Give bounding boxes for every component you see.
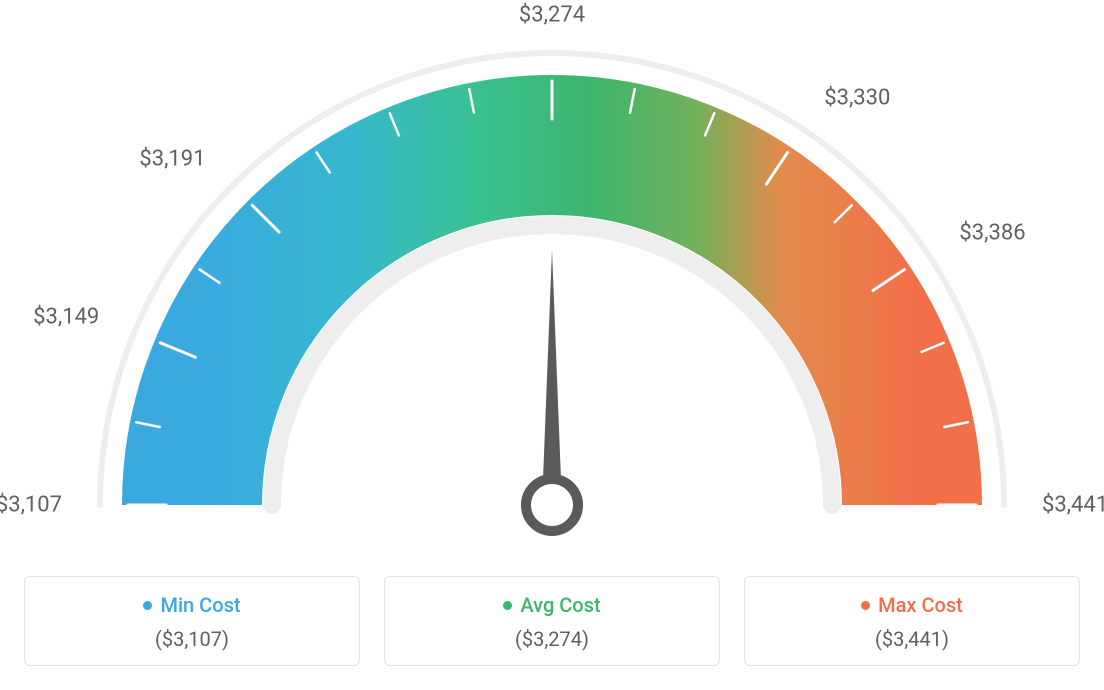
dot-icon: [861, 601, 870, 610]
legend-label-min: Min Cost: [160, 593, 240, 617]
legend-label-avg: Avg Cost: [520, 593, 600, 617]
dot-icon: [503, 601, 512, 610]
legend-card-max: Max Cost ($3,441): [744, 576, 1080, 666]
legend-card-min: Min Cost ($3,107): [24, 576, 360, 666]
legend-label-max: Max Cost: [878, 593, 963, 617]
gauge-tick-label: $3,386: [959, 220, 1025, 245]
legend-title-max: Max Cost: [861, 593, 963, 617]
legend-value-min: ($3,107): [37, 627, 347, 651]
legend-card-avg: Avg Cost ($3,274): [384, 576, 720, 666]
dot-icon: [143, 601, 152, 610]
legend-title-min: Min Cost: [143, 593, 240, 617]
gauge-tick-label: $3,191: [139, 146, 205, 171]
legend-row: Min Cost ($3,107) Avg Cost ($3,274) Max …: [0, 576, 1104, 666]
gauge-tick-label: $3,441: [1042, 493, 1104, 518]
legend-value-max: ($3,441): [757, 627, 1067, 651]
gauge-area: $3,107 $3,149 $3,191 $3,274 $3,330 $3,386 $3,4…: [0, 0, 1104, 560]
legend-value-avg: ($3,274): [397, 627, 707, 651]
gauge-tick-label: $3,107: [0, 493, 62, 518]
legend-title-avg: Avg Cost: [503, 593, 600, 617]
gauge-tick-label: $3,149: [33, 305, 99, 330]
gauge-tick-label: $3,274: [519, 3, 585, 28]
gauge-svg: [0, 0, 1104, 560]
gauge-tick-label: $3,330: [824, 85, 890, 110]
chart-wrapper: $3,107 $3,149 $3,191 $3,274 $3,330 $3,386 $3,4…: [0, 0, 1104, 690]
